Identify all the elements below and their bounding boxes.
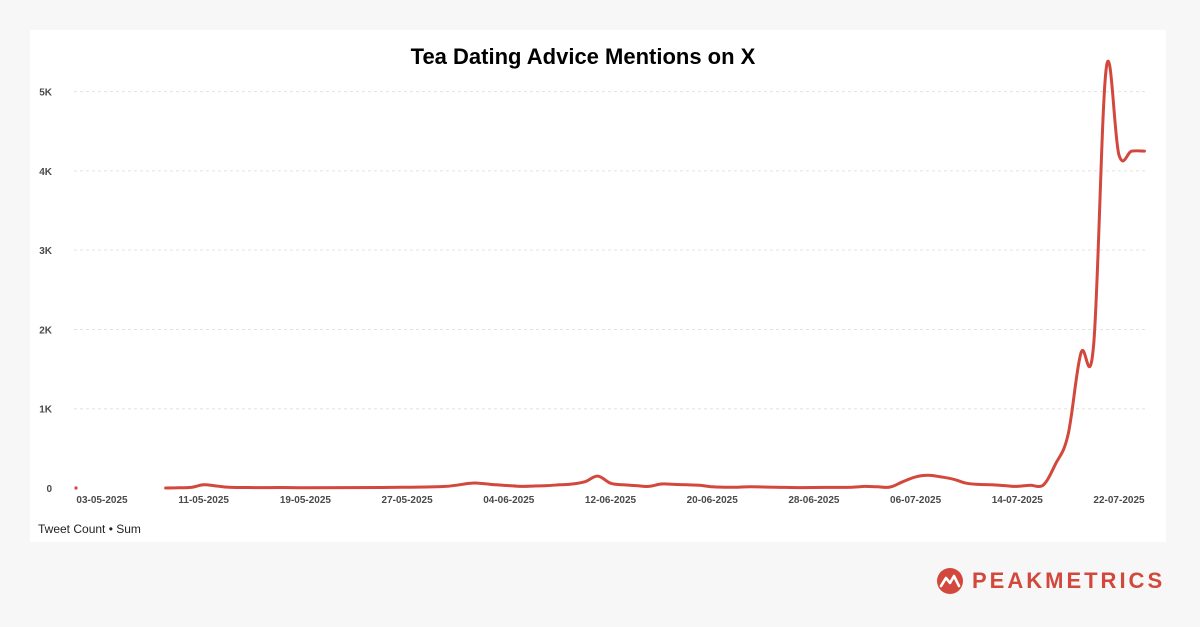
series-line-tweet-count <box>164 59 1146 490</box>
legend-label: Tweet Count • Sum <box>38 522 141 536</box>
x-tick-label: 19-05-2025 <box>280 495 332 506</box>
y-tick-label: 4K <box>39 167 53 178</box>
y-tick-label: 2K <box>39 325 53 336</box>
series-start-point <box>74 486 78 490</box>
x-axis: 03-05-2025 11-05-2025 19-05-2025 27-05-2025… <box>76 495 1145 506</box>
x-tick-label: 04-06-2025 <box>483 495 535 506</box>
brand-logo: PEAKMETRICS <box>936 566 1165 596</box>
x-tick-label: 12-06-2025 <box>585 495 637 506</box>
x-tick-label: 27-05-2025 <box>382 495 434 506</box>
y-axis: 0 1K 2K 3K 4K 5K <box>39 88 53 495</box>
x-tick-label: 03-05-2025 <box>76 495 128 506</box>
y-tick-label: 3K <box>39 246 53 257</box>
x-tick-label: 11-05-2025 <box>178 495 229 506</box>
y-tick-label: 5K <box>39 88 53 99</box>
x-tick-label: 20-06-2025 <box>687 495 739 506</box>
chart-title: Tea Dating Advice Mentions on X <box>410 44 756 69</box>
x-tick-label: 22-07-2025 <box>1093 495 1145 506</box>
y-tick-label: 0 <box>46 484 52 495</box>
brand-name: PEAKMETRICS <box>972 568 1166 593</box>
mountain-peak-icon <box>937 568 963 594</box>
x-tick-label: 14-07-2025 <box>992 495 1044 506</box>
x-tick-label: 28-06-2025 <box>788 495 840 506</box>
chart-panel: 0 1K 2K 3K 4K 5K 03-05-2025 11-05-2025 19-05-20… <box>30 30 1166 542</box>
grid <box>74 91 1145 410</box>
x-tick-label: 06-07-2025 <box>890 495 942 506</box>
y-tick-label: 1K <box>39 405 53 416</box>
chart-svg: 0 1K 2K 3K 4K 5K 03-05-2025 11-05-2025 19-05-20… <box>39 59 1146 506</box>
